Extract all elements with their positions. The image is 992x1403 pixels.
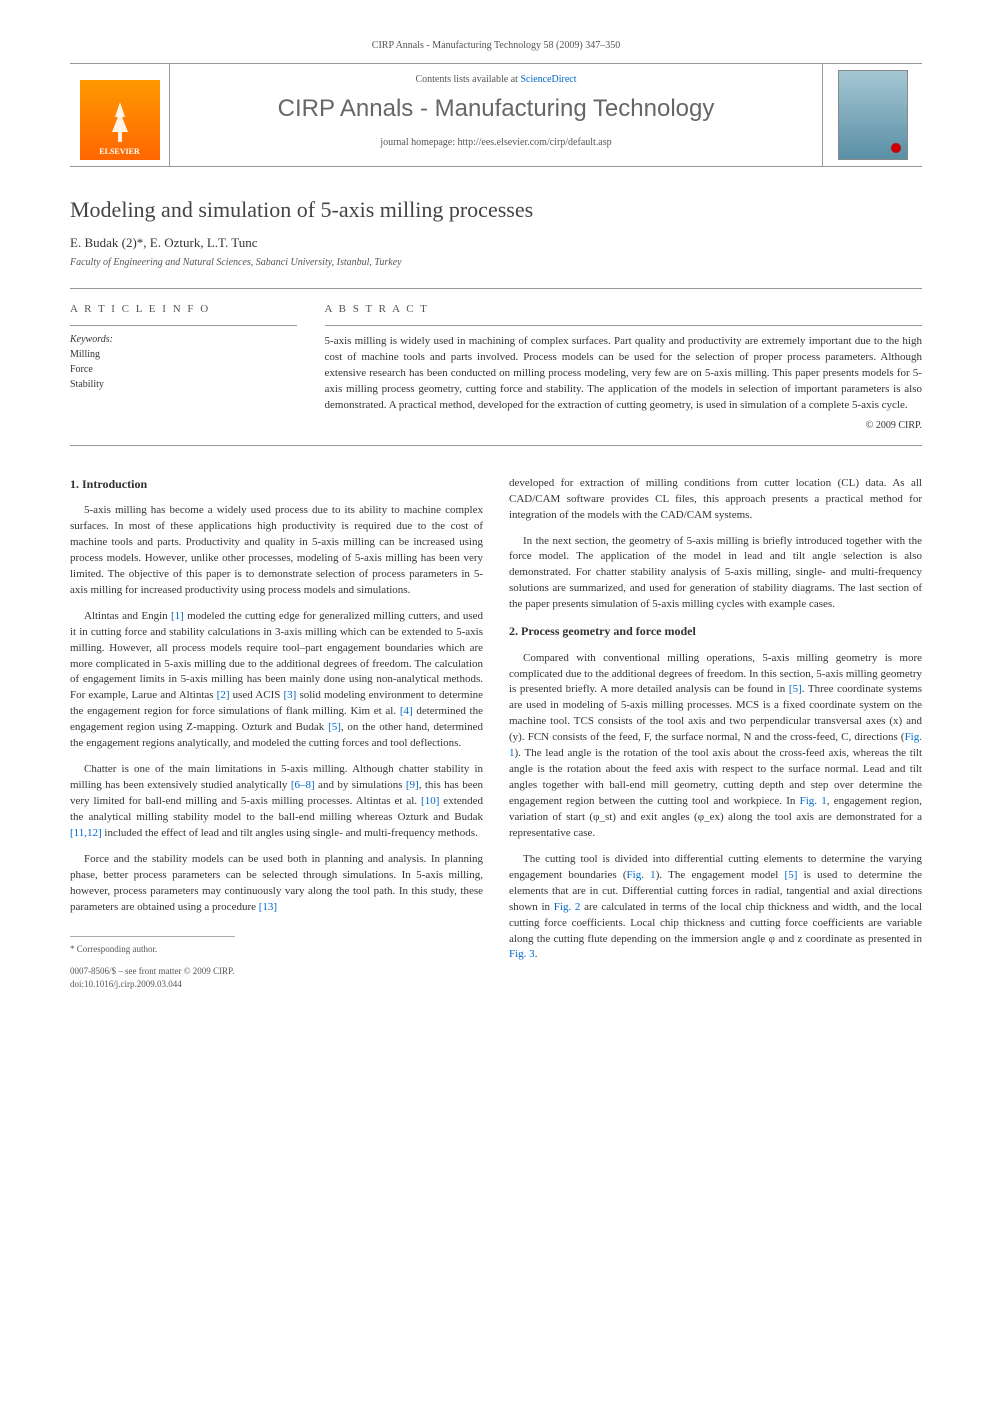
text: ). The engagement model [656,869,785,881]
abstract-copyright: © 2009 CIRP. [325,420,922,431]
reference-link[interactable]: [2] [217,689,230,701]
section-heading-geometry: 2. Process geometry and force model [509,623,922,640]
reference-link[interactable]: [13] [259,901,277,913]
abstract-text: 5-axis milling is widely used in machini… [325,334,922,414]
keyword: Stability [70,377,297,392]
doi-note: doi:10.1016/j.cirp.2009.03.044 [70,978,483,991]
text: Altintas and Engin [84,610,171,622]
publisher-logo-box: ELSEVIER [70,64,170,166]
paragraph: developed for extraction of milling cond… [509,476,922,524]
text: modeled the cutting edge for generalized… [70,610,483,702]
reference-link[interactable]: [5] [789,683,802,695]
body-columns: 1. Introduction 5-axis milling has becom… [70,476,922,991]
sciencedirect-link[interactable]: ScienceDirect [520,74,576,85]
publisher-logo-label: ELSEVIER [99,147,139,156]
article-info-heading: A R T I C L E I N F O [70,303,297,315]
authors: E. Budak (2)*, E. Ozturk, L.T. Tunc [70,235,922,251]
abstract-heading: A B S T R A C T [325,303,922,315]
journal-banner: ELSEVIER Contents lists available at Sci… [70,63,922,167]
journal-cover-thumbnail [838,70,908,160]
reference-link[interactable]: [4] [400,705,413,717]
article-info: A R T I C L E I N F O Keywords: Milling … [70,289,309,445]
cover-thumbnail-box [822,64,922,166]
text: included the effect of lead and tilt ang… [102,827,478,839]
reference-link[interactable]: [9] [406,779,419,791]
text: used ACIS [230,689,284,701]
journal-name: CIRP Annals - Manufacturing Technology [190,95,802,123]
reference-link[interactable]: [10] [421,795,439,807]
figure-link[interactable]: Fig. 2 [554,901,581,913]
column-left: 1. Introduction 5-axis milling has becom… [70,476,483,991]
journal-homepage: journal homepage: http://ees.elsevier.co… [190,137,802,148]
paragraph: Chatter is one of the main limitations i… [70,762,483,842]
footnote-separator [70,936,235,937]
abstract: A B S T R A C T 5-axis milling is widely… [309,289,922,445]
contents-prefix: Contents lists available at [415,74,520,85]
elsevier-tree-icon [95,97,145,147]
reference-link[interactable]: [6–8] [291,779,315,791]
banner-center: Contents lists available at ScienceDirec… [170,64,822,166]
reference-link[interactable]: [5] [328,721,341,733]
keyword: Force [70,362,297,377]
paragraph: Force and the stability models can be us… [70,852,483,916]
info-abstract-block: A R T I C L E I N F O Keywords: Milling … [70,288,922,446]
section-heading-introduction: 1. Introduction [70,476,483,493]
figure-link[interactable]: Fig. 1 [800,795,827,807]
paragraph: Altintas and Engin [1] modeled the cutti… [70,609,483,752]
text: . [535,948,538,960]
reference-link[interactable]: [5] [785,869,798,881]
paragraph: 5-axis milling has become a widely used … [70,503,483,599]
corresponding-author-note: * Corresponding author. [70,943,483,956]
figure-link[interactable]: Fig. 1 [627,869,656,881]
keywords-list: Milling Force Stability [70,347,297,392]
text: and by simulations [315,779,406,791]
figure-link[interactable]: Fig. 3 [509,948,535,960]
front-matter-note: 0007-8506/$ – see front matter © 2009 CI… [70,965,483,978]
keyword: Milling [70,347,297,362]
paragraph: In the next section, the geometry of 5-a… [509,534,922,614]
contents-line: Contents lists available at ScienceDirec… [190,74,802,85]
paragraph: Compared with conventional milling opera… [509,651,922,842]
affiliation: Faculty of Engineering and Natural Scien… [70,257,922,268]
reference-link[interactable]: [1] [171,610,184,622]
reference-link[interactable]: [11,12] [70,827,102,839]
article-title: Modeling and simulation of 5-axis millin… [70,197,922,223]
column-right: developed for extraction of milling cond… [509,476,922,991]
paragraph: The cutting tool is divided into differe… [509,852,922,964]
elsevier-logo: ELSEVIER [80,80,160,160]
header-citation: CIRP Annals - Manufacturing Technology 5… [70,40,922,51]
keywords-label: Keywords: [70,334,297,345]
reference-link[interactable]: [3] [284,689,297,701]
